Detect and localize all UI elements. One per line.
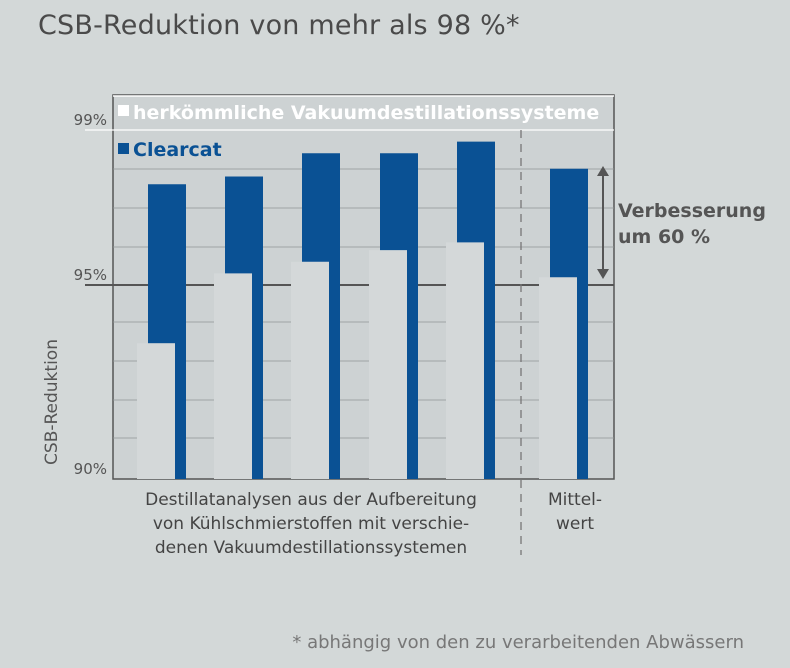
category-label-line: wert (556, 514, 594, 534)
improvement-arrow-head-up (597, 166, 609, 176)
bar-conventional (291, 261, 329, 479)
footnote: * abhängig von den zu verarbeitenden Abw… (292, 632, 744, 653)
improvement-arrow-head-down (597, 269, 609, 279)
page-title: CSB-Reduktion von mehr als 98 %* (38, 10, 520, 41)
legend-label-conventional: herkömmliche Vakuumdestillationssysteme (133, 102, 599, 124)
bar-conventional (446, 242, 484, 479)
category-label-line: Destillatanalysen aus der Aufbereitung (145, 490, 477, 510)
annotation-line-2: um 60 % (618, 226, 710, 248)
legend-swatch-clearcat (118, 143, 129, 154)
bar-conventional (369, 250, 407, 479)
legend-label-clearcat: Clearcat (133, 139, 222, 161)
bar-conventional (539, 277, 577, 479)
y-tick-label: 99% (74, 111, 107, 129)
y-tick-label: 95% (74, 266, 107, 284)
y-axis-label: CSB-Reduktion (42, 339, 62, 465)
bar-conventional (137, 343, 175, 479)
legend-swatch-conventional (118, 105, 129, 116)
category-label-line: von Kühlschmierstoffen mit verschie- (153, 514, 469, 534)
plot-area (112, 94, 615, 480)
bar-conventional (214, 273, 252, 479)
category-label-line: denen Vakuumdestillationssystemen (155, 538, 467, 558)
category-label-line: Mittel- (548, 490, 602, 510)
annotation-line-1: Verbesserung (618, 200, 766, 222)
y-tick-label: 90% (74, 460, 107, 478)
